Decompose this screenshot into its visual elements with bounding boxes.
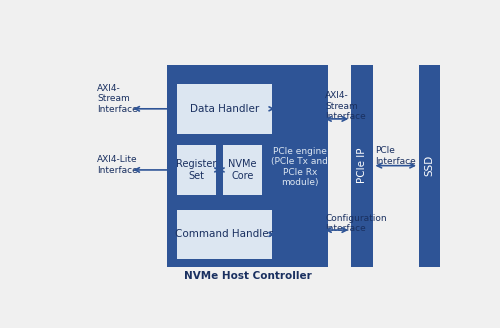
Text: Data Handler: Data Handler [190,104,259,114]
Bar [167,65,328,267]
Bar [224,145,262,195]
Bar [278,73,322,259]
Bar [177,145,216,195]
Text: PCIe
Interface: PCIe Interface [376,146,416,166]
Text: NVMe
Core: NVMe Core [228,159,257,181]
Text: AXI4-
Stream
Interface: AXI4- Stream Interface [325,92,366,121]
Text: AXI4-
Stream
Interface: AXI4- Stream Interface [98,84,138,113]
Text: AXI4-Lite
Interface: AXI4-Lite Interface [98,155,138,175]
Text: Command Handler: Command Handler [176,230,274,239]
Bar [419,65,440,267]
Text: SSD: SSD [424,155,434,176]
Text: NVMe Host Controller: NVMe Host Controller [184,271,312,280]
Text: PCIe engine
(PCIe Tx and
PCIe Rx
module): PCIe engine (PCIe Tx and PCIe Rx module) [272,147,328,187]
Text: Configuration
Interface: Configuration Interface [325,214,387,233]
Text: Register
Set: Register Set [176,159,216,181]
Bar [351,65,372,267]
Bar [177,210,272,259]
Text: PCIe IP: PCIe IP [357,148,367,183]
Bar [177,84,272,134]
